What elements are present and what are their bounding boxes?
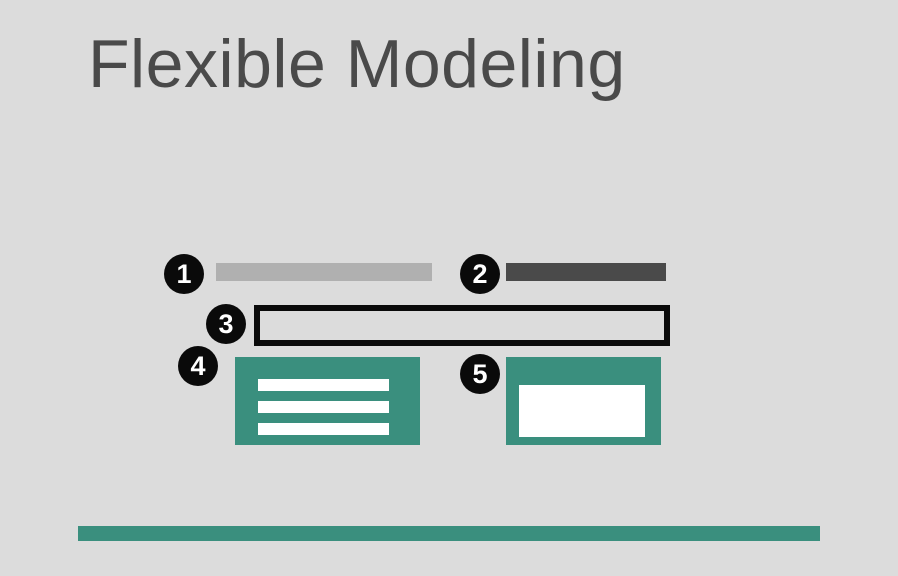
number-badge-4: 4: [178, 346, 218, 386]
number-badge-1: 1: [164, 254, 204, 294]
number-badge-5: 5: [460, 354, 500, 394]
number-badge-3: 3: [206, 304, 246, 344]
green-card-with-block: [506, 357, 661, 445]
green-card-with-lines: [235, 357, 420, 445]
card-white-block: [519, 385, 645, 437]
outlined-box: [254, 305, 670, 346]
page-title: Flexible Modeling: [88, 26, 626, 102]
light-gray-bar: [216, 263, 432, 281]
number-badge-2: 2: [460, 254, 500, 294]
card-line-2: [258, 401, 389, 413]
card-line-1: [258, 379, 389, 391]
footer-accent-bar: [78, 526, 820, 541]
card-line-3: [258, 423, 389, 435]
dark-gray-bar: [506, 263, 666, 281]
